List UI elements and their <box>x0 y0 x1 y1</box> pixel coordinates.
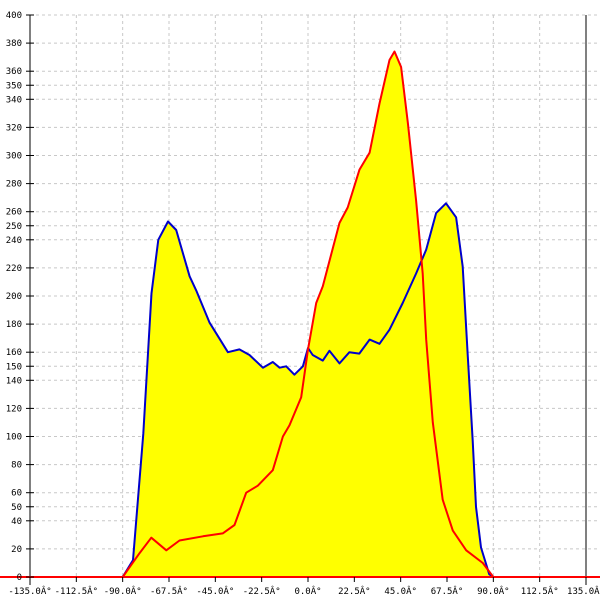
x-tick-label: 0.0Â° <box>294 585 321 597</box>
y-tick-label: 120 <box>6 404 22 414</box>
axes <box>29 15 587 585</box>
y-tick-label: 360 <box>6 67 22 77</box>
area-fills <box>122 51 494 578</box>
x-tick-label: -135.0Â° <box>8 585 51 597</box>
y-tick-label: 180 <box>6 320 22 330</box>
y-tick-label: 60 <box>11 489 22 499</box>
x-tick-label: 22.5Â° <box>338 585 371 597</box>
y-tick-label: 240 <box>6 236 22 246</box>
y-tick-label: 340 <box>6 95 22 105</box>
y-tick-label: 380 <box>6 39 22 49</box>
x-tick-label: 112.5Â° <box>521 585 559 597</box>
y-tick-label: 150 <box>6 362 22 372</box>
y-tick-label: 40 <box>11 517 22 527</box>
series-0-line <box>121 202 494 578</box>
y-tick-label: 160 <box>6 348 22 358</box>
series-1-line <box>121 50 495 578</box>
x-tick-label: -67.5Â° <box>150 585 188 597</box>
y-tick-label: 50 <box>11 503 22 513</box>
x-axis-ticks: -135.0Â° -112.5Â° -90.0Â° -67.5Â° -45.0Â° -22… <box>8 577 600 597</box>
y-tick-label: 200 <box>6 292 22 302</box>
y-tick-label: 350 <box>6 81 22 91</box>
x-tick-label: -22.5Â° <box>243 585 281 597</box>
y-tick-label: 140 <box>6 376 22 386</box>
y-tick-label: 400 <box>6 11 22 21</box>
y-tick-label: 250 <box>6 222 22 232</box>
y-tick-label: 220 <box>6 264 22 274</box>
y-axis-ticks: 0 20 40 50 60 80 100 120 140 150 160 180 200 220 240 25… <box>6 11 34 583</box>
y-tick-label: 80 <box>11 461 22 471</box>
series-1-fill <box>122 51 494 577</box>
x-tick-label: 135.0Â° <box>567 585 600 597</box>
y-tick-label: 300 <box>6 152 22 162</box>
x-tick-label: -90.0Â° <box>104 585 142 597</box>
x-tick-label: 45.0Â° <box>384 585 417 597</box>
x-tick-label: -45.0Â° <box>196 585 234 597</box>
y-tick-label: 0 <box>17 573 22 583</box>
y-tick-label: 320 <box>6 123 22 133</box>
x-tick-label: -112.5Â° <box>55 585 98 597</box>
y-tick-label: 280 <box>6 180 22 190</box>
y-tick-label: 20 <box>11 545 22 555</box>
series-lines <box>0 50 600 578</box>
x-tick-label: 90.0Â° <box>477 585 510 597</box>
y-tick-label: 100 <box>6 433 22 443</box>
y-tick-label: 260 <box>6 208 22 218</box>
x-tick-label: 67.5Â° <box>431 585 464 597</box>
